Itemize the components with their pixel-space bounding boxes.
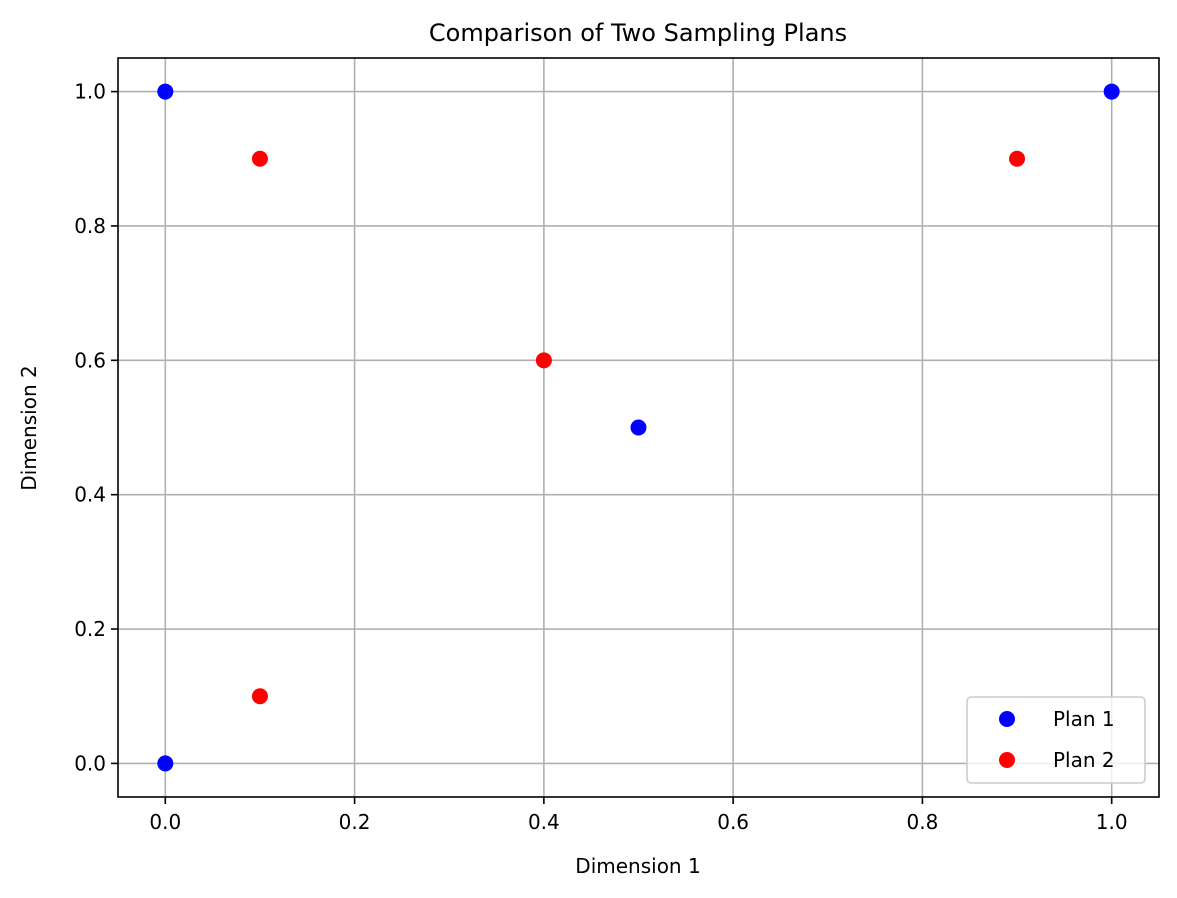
- y-tick-label-1: 0.2: [74, 617, 106, 641]
- y-tick-label-5: 1.0: [74, 80, 106, 104]
- x-axis-label: Dimension 1: [575, 854, 700, 878]
- x-tick-label-0: 0.0: [149, 810, 181, 834]
- chart-title: Comparison of Two Sampling Plans: [429, 19, 847, 47]
- x-tick-label-5: 1.0: [1096, 810, 1128, 834]
- y-axis-label: Dimension 2: [17, 365, 41, 490]
- x-tick-label-1: 0.2: [339, 810, 371, 834]
- legend-label-plan-1: Plan 1: [1053, 707, 1115, 731]
- plan-2-point-1: [535, 352, 552, 369]
- plan-1-point-0: [157, 755, 174, 772]
- legend-label-plan-2: Plan 2: [1053, 748, 1115, 772]
- plan-1-point-2: [1103, 83, 1120, 100]
- axis-ticks: 0.0 0.2 0.4 0.6 0.8 1.0 0.0 0.2 0.4 0.6 0.8 1.0: [74, 80, 1127, 834]
- data-points: [157, 83, 1120, 772]
- x-tick-label-2: 0.4: [528, 810, 560, 834]
- y-tick-label-2: 0.4: [74, 483, 106, 507]
- plot-frame: [117, 57, 1160, 798]
- grid: [118, 58, 1159, 797]
- x-tick-label-3: 0.6: [717, 810, 749, 834]
- plan-2-point-3: [251, 150, 268, 167]
- plan-1-point-3: [157, 83, 174, 100]
- x-tick-label-4: 0.8: [907, 810, 939, 834]
- legend: Plan 1 Plan 2: [966, 696, 1146, 784]
- y-tick-label-4: 0.8: [74, 214, 106, 238]
- y-tick-label-0: 0.0: [74, 751, 106, 775]
- plan-1-point-1: [630, 419, 647, 436]
- plan-2-point-2: [1009, 150, 1026, 167]
- plan-2-point-0: [251, 688, 268, 705]
- legend-marker-plan-2: [999, 752, 1015, 768]
- legend-marker-plan-1: [999, 711, 1015, 727]
- y-tick-label-3: 0.6: [74, 348, 106, 372]
